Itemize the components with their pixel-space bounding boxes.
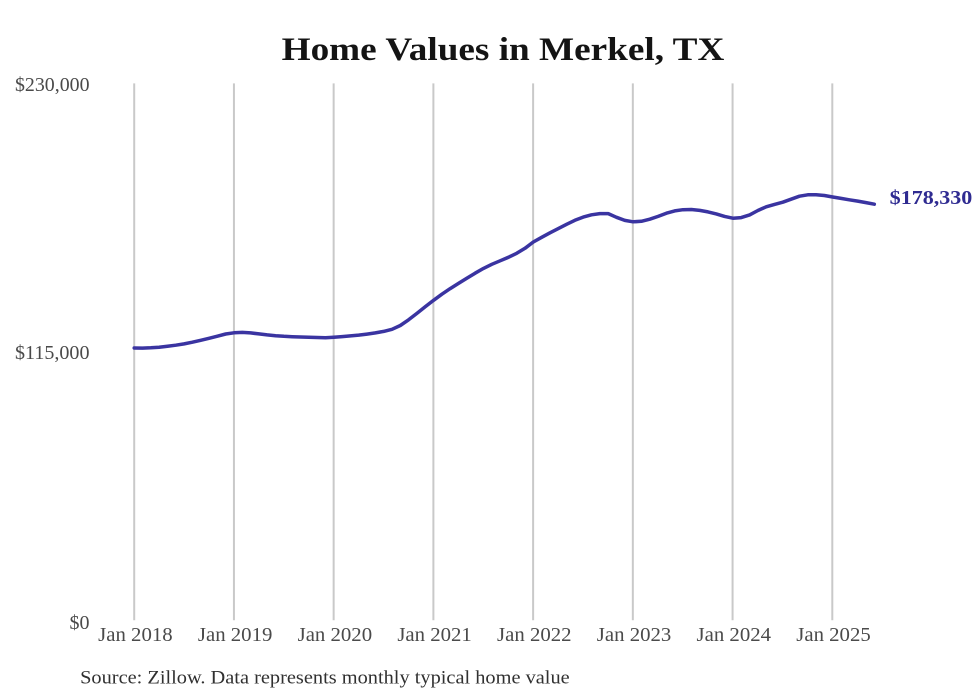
svg-text:Jan 2022: Jan 2022 [497, 624, 572, 646]
svg-text:$115,000: $115,000 [15, 342, 90, 364]
svg-text:Source: Zillow. Data represent: Source: Zillow. Data represents monthly … [80, 667, 570, 688]
svg-text:$178,330: $178,330 [890, 187, 973, 209]
svg-text:Jan 2025: Jan 2025 [796, 624, 871, 646]
svg-text:Home Values in Merkel, TX: Home Values in Merkel, TX [282, 32, 725, 68]
svg-text:Jan 2018: Jan 2018 [98, 624, 173, 646]
svg-text:Jan 2024: Jan 2024 [697, 624, 772, 646]
svg-text:Jan 2020: Jan 2020 [298, 624, 373, 646]
svg-text:Jan 2019: Jan 2019 [198, 624, 273, 646]
svg-text:Jan 2023: Jan 2023 [597, 624, 672, 646]
svg-text:$0: $0 [70, 612, 90, 634]
svg-text:$230,000: $230,000 [15, 74, 90, 96]
svg-text:Jan 2021: Jan 2021 [397, 624, 472, 646]
